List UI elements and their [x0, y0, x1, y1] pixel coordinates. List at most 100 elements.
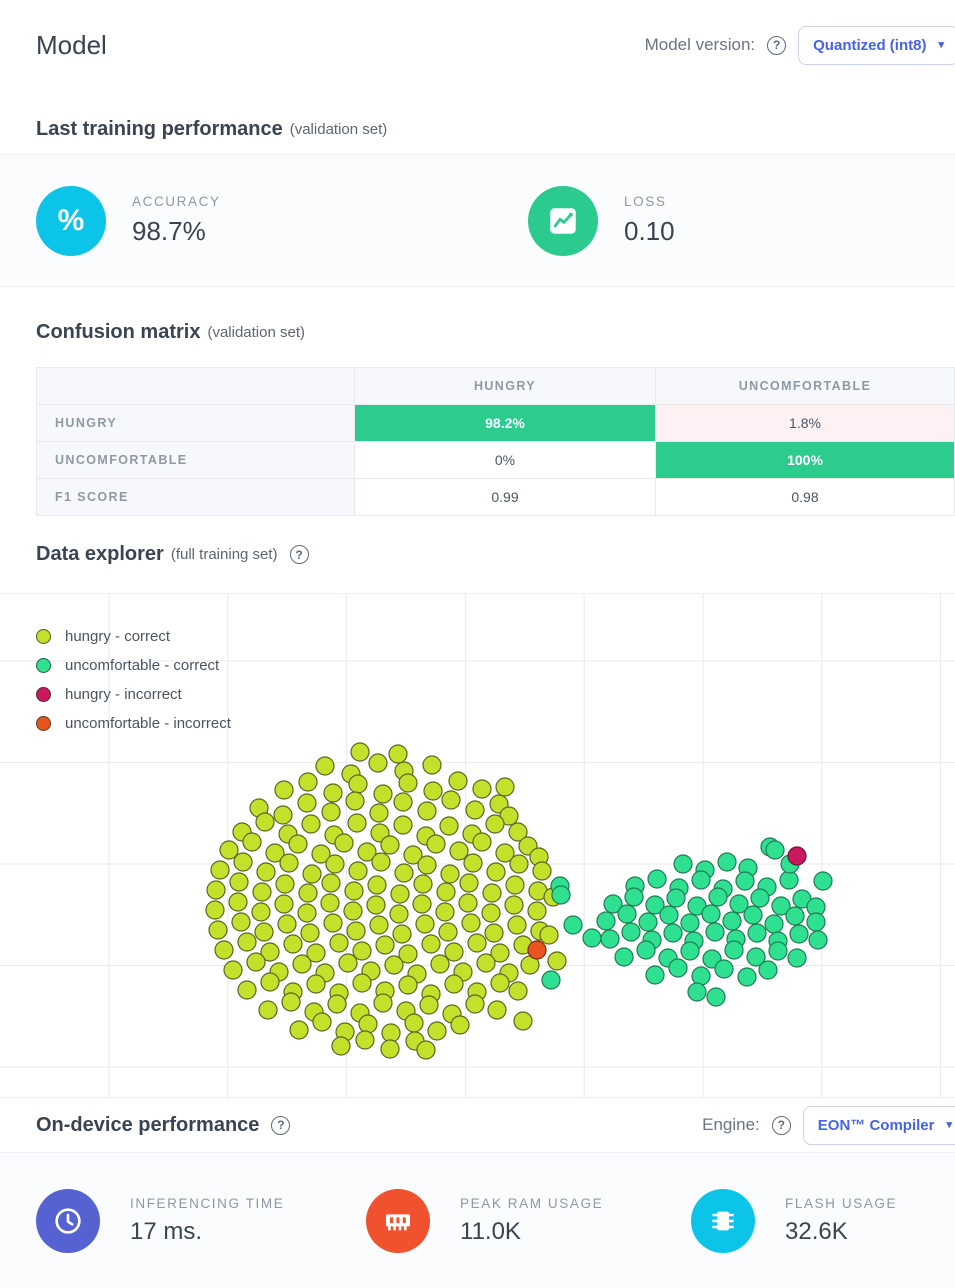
scatter-point[interactable]	[384, 955, 404, 975]
scatter-point[interactable]	[735, 871, 755, 891]
scatter-point[interactable]	[563, 915, 583, 935]
scatter-point[interactable]	[737, 967, 757, 987]
scatter-point[interactable]	[750, 888, 770, 908]
scatter-point[interactable]	[527, 940, 547, 960]
scatter-point[interactable]	[355, 1030, 375, 1050]
scatter-point[interactable]	[621, 922, 641, 942]
scatter-point[interactable]	[237, 932, 257, 952]
scatter-point[interactable]	[507, 915, 527, 935]
scatter-point[interactable]	[254, 922, 274, 942]
scatter-point[interactable]	[440, 864, 460, 884]
scatter-point[interactable]	[582, 928, 602, 948]
scatter-point[interactable]	[297, 903, 317, 923]
scatter-point[interactable]	[398, 944, 418, 964]
scatter-point[interactable]	[320, 893, 340, 913]
scatter-point[interactable]	[367, 875, 387, 895]
scatter-point[interactable]	[813, 871, 833, 891]
scatter-point[interactable]	[539, 925, 559, 945]
scatter-point[interactable]	[398, 975, 418, 995]
scatter-point[interactable]	[708, 887, 728, 907]
model-version-dropdown[interactable]: Quantized (int8) ▾	[798, 25, 955, 65]
scatter-point[interactable]	[532, 861, 552, 881]
scatter-point[interactable]	[229, 872, 249, 892]
scatter-point[interactable]	[508, 981, 528, 1001]
scatter-point[interactable]	[389, 904, 409, 924]
scatter-point[interactable]	[666, 888, 686, 908]
scatter-point[interactable]	[300, 923, 320, 943]
scatter-point[interactable]	[352, 973, 372, 993]
scatter-point[interactable]	[369, 915, 389, 935]
engine-help-icon[interactable]: ?	[771, 1115, 791, 1135]
scatter-point[interactable]	[441, 790, 461, 810]
scatter-point[interactable]	[348, 774, 368, 794]
scatter-point[interactable]	[345, 791, 365, 811]
scatter-point[interactable]	[422, 755, 442, 775]
scatter-point[interactable]	[465, 800, 485, 820]
scatter-point[interactable]	[724, 940, 744, 960]
scatter-point[interactable]	[289, 1020, 309, 1040]
scatter-point[interactable]	[645, 895, 665, 915]
scatter-point[interactable]	[746, 947, 766, 967]
scatter-point[interactable]	[691, 870, 711, 890]
scatter-point[interactable]	[311, 844, 331, 864]
scatter-point[interactable]	[219, 840, 239, 860]
scatter-point[interactable]	[306, 943, 326, 963]
scatter-point[interactable]	[427, 1021, 447, 1041]
scatter-point[interactable]	[706, 987, 726, 1007]
scatter-point[interactable]	[258, 1000, 278, 1020]
scatter-point[interactable]	[205, 900, 225, 920]
scatter-point[interactable]	[513, 1011, 533, 1031]
scatter-point[interactable]	[380, 1039, 400, 1059]
scatter-point[interactable]	[476, 953, 496, 973]
scatter-point[interactable]	[603, 894, 623, 914]
scatter-point[interactable]	[251, 902, 271, 922]
scatter-point[interactable]	[481, 903, 501, 923]
scatter-point[interactable]	[265, 843, 285, 863]
scatter-point[interactable]	[338, 953, 358, 973]
scatter-point[interactable]	[331, 1036, 351, 1056]
scatter-point[interactable]	[237, 980, 257, 1000]
scatter-point[interactable]	[448, 771, 468, 791]
scatter-point[interactable]	[747, 923, 767, 943]
scatter-point[interactable]	[680, 941, 700, 961]
data-explorer-chart[interactable]: hungry - correct uncomfortable - correct h…	[0, 594, 955, 1098]
scatter-point[interactable]	[315, 756, 335, 776]
scatter-point[interactable]	[350, 742, 370, 762]
engine-dropdown[interactable]: EON™ Compiler ▾	[802, 1105, 955, 1145]
scatter-point[interactable]	[687, 982, 707, 1002]
scatter-point[interactable]	[467, 933, 487, 953]
scatter-point[interactable]	[614, 947, 634, 967]
scatter-point[interactable]	[393, 792, 413, 812]
scatter-point[interactable]	[274, 894, 294, 914]
scatter-point[interactable]	[327, 994, 347, 1014]
scatter-point[interactable]	[398, 773, 418, 793]
scatter-point[interactable]	[636, 940, 656, 960]
scatter-point[interactable]	[334, 833, 354, 853]
scatter-point[interactable]	[463, 853, 483, 873]
scatter-point[interactable]	[596, 911, 616, 931]
scatter-point[interactable]	[527, 901, 547, 921]
scatter-point[interactable]	[223, 960, 243, 980]
scatter-point[interactable]	[394, 863, 414, 883]
scatter-point[interactable]	[417, 855, 437, 875]
scatter-point[interactable]	[509, 854, 529, 874]
scatter-point[interactable]	[421, 934, 441, 954]
scatter-point[interactable]	[673, 854, 693, 874]
scatter-point[interactable]	[352, 941, 372, 961]
scatter-point[interactable]	[260, 972, 280, 992]
scatter-point[interactable]	[485, 814, 505, 834]
scatter-point[interactable]	[368, 753, 388, 773]
scatter-point[interactable]	[487, 1000, 507, 1020]
scatter-point[interactable]	[329, 933, 349, 953]
scatter-point[interactable]	[393, 815, 413, 835]
scatter-point[interactable]	[758, 960, 778, 980]
scatter-point[interactable]	[449, 841, 469, 861]
scatter-point[interactable]	[439, 816, 459, 836]
scatter-point[interactable]	[617, 904, 637, 924]
scatter-point[interactable]	[208, 920, 228, 940]
scatter-point[interactable]	[242, 832, 262, 852]
scatter-point[interactable]	[210, 860, 230, 880]
scatter-point[interactable]	[323, 913, 343, 933]
scatter-point[interactable]	[638, 912, 658, 932]
scatter-point[interactable]	[369, 803, 389, 823]
